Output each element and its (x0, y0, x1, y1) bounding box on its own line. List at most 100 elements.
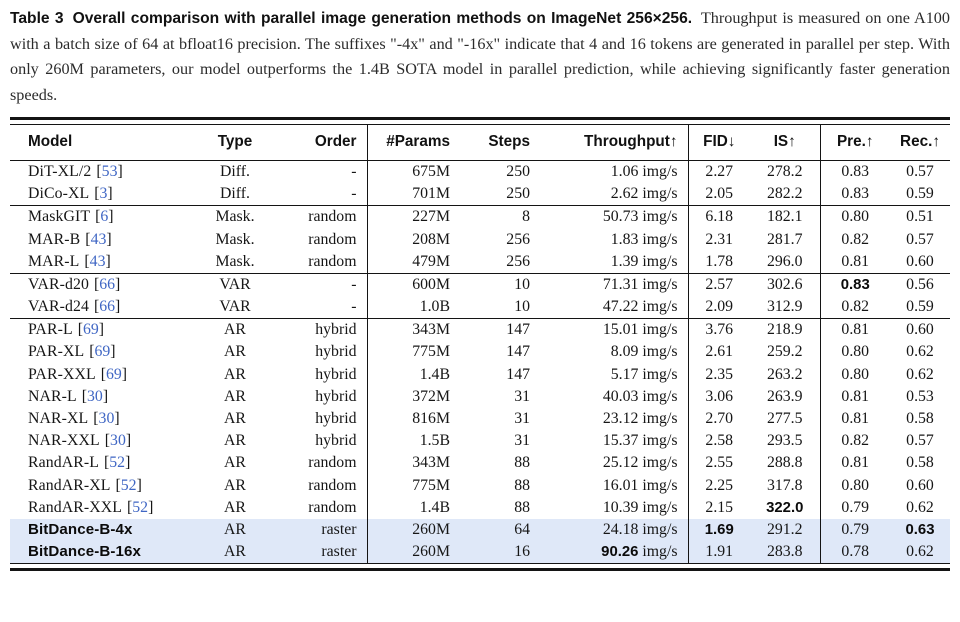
cell-pre: 0.78 (841, 543, 870, 561)
model-name: VAR-d20 (28, 275, 89, 293)
citation-link[interactable]: [52] (104, 454, 130, 471)
cell-rec: 0.62 (906, 498, 934, 516)
cell-is: 281.7 (750, 228, 821, 251)
cell-type: AR (224, 387, 246, 405)
cell-steps: 31 (514, 410, 530, 428)
col-header-rec: Rec.↑ (890, 124, 950, 161)
cite-open-bracket: [ (85, 230, 91, 248)
cell-order: hybrid (275, 318, 368, 342)
cell-type: AR (224, 410, 246, 428)
cell-order: random (275, 452, 368, 475)
citation-link[interactable]: [6] (95, 208, 113, 225)
cell-steps: 250 (506, 185, 530, 203)
citation-link[interactable]: [43] (84, 253, 110, 270)
citation-link[interactable]: [53] (96, 163, 122, 180)
cell-steps: 256 (506, 230, 530, 248)
table-row: MaskGIT [6] Mask. random 227M 8 50.73 img/s 6.1… (10, 205, 950, 229)
cell-is: 317.8 (750, 474, 821, 497)
cell-order: hybrid (275, 363, 368, 386)
cell-params: 343M (367, 318, 462, 342)
cell-is: 291.2 (750, 518, 821, 542)
cite-close-bracket: ] (115, 298, 121, 316)
throughput-unit: img/s (642, 162, 678, 180)
col-header-is: IS↑ (750, 124, 821, 161)
cite-open-bracket: [ (96, 162, 102, 180)
citation-link[interactable]: [52] (116, 477, 142, 494)
cell-rec: 0.60 (890, 318, 950, 342)
model-name: BitDance-B-4x (28, 520, 133, 538)
table-row: MAR-B [43] Mask. random 208M 256 1.83 img/s 2.3… (10, 228, 950, 251)
comparison-table: Model Type Order #Params Steps Throughput↑ FID… (10, 123, 950, 565)
cell-is: 277.5 (750, 407, 821, 431)
citation-link[interactable]: [30] (82, 388, 108, 405)
cell-rec: 0.58 (906, 410, 934, 428)
cell-type: AR (224, 498, 246, 516)
throughput-value: 90.26 (601, 544, 639, 561)
cell-order: hybrid (275, 407, 368, 431)
cell-fid: 2.15 (705, 498, 734, 516)
cite-open-bracket: [ (95, 208, 101, 226)
cell-fid: 2.55 (705, 454, 734, 472)
cell-is: 259.2 (750, 341, 821, 364)
cell-params: 1.5B (419, 432, 450, 450)
cite-close-bracket: ] (125, 432, 132, 450)
citation-link[interactable]: [69] (89, 343, 115, 360)
table-row: VAR-d24 [66] VAR -1.0B 10 47.22 img/s 2.09 312.… (10, 296, 950, 319)
cell-type: Mask. (215, 252, 255, 270)
cell-type: VAR (195, 272, 275, 296)
model-name: NAR-L (28, 387, 77, 405)
throughput-value: 10.39 (602, 498, 639, 516)
cell-order: hybrid (275, 341, 368, 364)
cell-params: 208M (412, 230, 450, 248)
cell-model: PAR-L [69] (10, 318, 195, 342)
cell-rec: 0.57 (906, 230, 934, 248)
cell-pre: 0.83 (820, 272, 890, 296)
cite-close-bracket: ] (106, 230, 112, 248)
throughput-value: 47.22 (602, 298, 639, 316)
cell-model: RandAR-XXL [52] (10, 497, 195, 519)
cell-rec: 0.63 (905, 521, 935, 538)
cell-order: random (275, 228, 368, 251)
cell-order: - (275, 296, 368, 319)
cell-pre: 0.79 (841, 520, 870, 538)
cell-throughput: 10.39 img/s (542, 496, 689, 519)
cell-is: 218.9 (750, 318, 821, 342)
cell-params: 816M (412, 410, 450, 428)
cell-steps: 88 (514, 476, 530, 494)
table-group-4: PAR-L [69] AR hybrid 343M 147 15.01 img/s 3.76 2… (10, 318, 950, 564)
cell-order: random (275, 474, 368, 497)
cell-model: BitDance-B-16x (10, 541, 195, 564)
cell-params: 343M (412, 454, 450, 472)
cell-fid: 6.18 (688, 205, 750, 229)
cell-type: Diff. (220, 185, 250, 203)
model-name: MAR-B (28, 230, 81, 248)
cell-model: DiT-XL/2 [53] (10, 160, 195, 183)
cell-throughput: 47.22 img/s (542, 296, 689, 319)
citation-link[interactable]: [43] (85, 231, 111, 248)
cite-open-bracket: [ (89, 343, 95, 361)
citation-link[interactable]: [69] (78, 321, 104, 338)
citation-link[interactable]: [69] (101, 366, 127, 383)
throughput-unit: img/s (642, 432, 678, 450)
cite-number: 43 (89, 252, 106, 270)
caption-title: Overall comparison with parallel image g… (72, 10, 693, 27)
citation-link[interactable]: [66] (94, 298, 120, 315)
citation-link[interactable]: [30] (93, 410, 119, 427)
throughput-value: 2.62 (610, 185, 639, 203)
citation-link[interactable]: [66] (94, 276, 120, 293)
citation-link[interactable]: [3] (94, 185, 112, 202)
throughput-unit: img/s (642, 365, 678, 383)
col-header-pre: Pre.↑ (820, 124, 890, 161)
citation-link[interactable]: [30] (105, 432, 131, 449)
cite-open-bracket: [ (100, 365, 106, 383)
citation-link[interactable]: [52] (127, 499, 153, 516)
cell-rec: 0.58 (906, 454, 934, 472)
table-caption: Table 3 Overall comparison with parallel … (10, 6, 950, 108)
cell-steps: 147 (506, 343, 530, 361)
cell-pre: 0.81 (841, 454, 870, 472)
cell-throughput: 5.17 img/s (542, 363, 689, 386)
col-header-type: Type (195, 124, 275, 161)
comparison-table-frame: Model Type Order #Params Steps Throughput↑ FID… (10, 117, 950, 571)
cell-throughput: 40.03 img/s (542, 385, 689, 408)
cell-steps: 64 (514, 520, 530, 538)
